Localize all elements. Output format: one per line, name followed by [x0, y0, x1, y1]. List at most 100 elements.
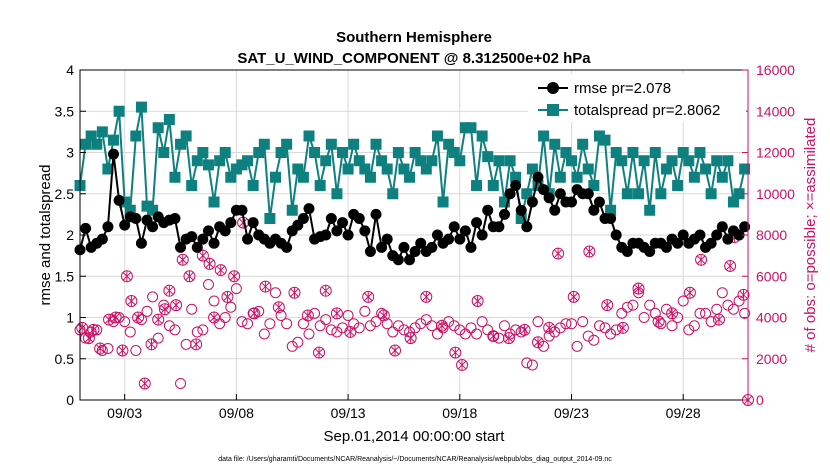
rmse-point [672, 237, 684, 249]
rmse-point [219, 225, 231, 237]
rmse-point [582, 188, 594, 200]
rmse-point [80, 222, 92, 234]
obs-assimilated-point [313, 346, 326, 359]
obs-assimilated-point [389, 344, 402, 357]
rmse-point [398, 241, 410, 253]
rmse-point [381, 233, 393, 245]
totalspread-point [152, 122, 164, 134]
right-tick-label: 14000 [756, 103, 795, 119]
obs-assimilated-point [94, 342, 107, 355]
totalspread-point [443, 138, 455, 150]
obs-possible-point [571, 340, 583, 352]
totalspread-point [605, 204, 617, 216]
totalspread-point [566, 155, 578, 167]
totalspread-point [549, 138, 561, 150]
obs-assimilated-point [683, 286, 696, 299]
obs-possible-point [526, 359, 538, 371]
rmse-point [605, 213, 617, 224]
obs-possible-point [141, 305, 153, 317]
left-axis-label: rmse and totalspread [37, 165, 54, 306]
totalspread-point [588, 180, 600, 191]
rmse-point [711, 229, 723, 241]
totalspread-point [253, 147, 265, 158]
totalspread-point [471, 180, 483, 191]
obs-possible-point [91, 324, 103, 336]
obs-assimilated-point [116, 344, 129, 357]
obs-assimilated-point [543, 321, 556, 334]
obs-possible-point [169, 324, 181, 336]
obs-assimilated-point [138, 377, 151, 390]
obs-assimilated-point [120, 270, 133, 283]
totalspread-point [197, 147, 209, 158]
rmse-point [660, 241, 672, 253]
rmse-point [202, 225, 214, 237]
obs-possible-point [264, 318, 276, 330]
obs-assimilated-point [125, 295, 138, 307]
totalspread-point [560, 147, 572, 158]
totalspread-point [141, 200, 153, 212]
rmse-point [644, 246, 656, 257]
obs-possible-point [716, 287, 728, 299]
obs-assimilated-point [552, 247, 565, 260]
totalspread-point [510, 171, 522, 183]
totalspread-point [158, 147, 170, 158]
totalspread-point [269, 171, 281, 183]
obs-possible-point [593, 320, 605, 332]
obs-assimilated-point [319, 284, 332, 297]
right-tick-label: 2000 [756, 351, 787, 367]
obs-assimilated-point [170, 299, 183, 312]
rmse-point [454, 233, 466, 245]
rmse-point [521, 221, 533, 233]
right-tick-label: 0 [756, 392, 764, 408]
totalspread-point [633, 188, 645, 200]
obs-assimilated-point [152, 313, 165, 326]
totalspread-point [683, 155, 695, 167]
totalspread-point [465, 122, 477, 134]
obs-assimilated-point [344, 325, 357, 338]
totalspread-point [532, 180, 544, 191]
totalspread-point [175, 138, 187, 150]
totalspread-point [359, 163, 371, 175]
totalspread-point [688, 171, 700, 183]
totalspread-point [381, 163, 393, 175]
totalspread-point [610, 147, 622, 158]
rmse-point [364, 246, 376, 257]
obs-assimilated-point [737, 288, 750, 301]
obs-possible-point [498, 320, 510, 332]
totalspread-point [258, 138, 270, 150]
obs-assimilated-point [471, 295, 484, 307]
obs-assimilated-point [616, 321, 629, 334]
left-tick-label: 0 [66, 392, 74, 408]
obs-possible-point [286, 340, 298, 352]
totalspread-point [314, 180, 326, 191]
obs-assimilated-point [301, 309, 314, 322]
obs-assimilated-point [632, 282, 645, 295]
rmse-point [370, 208, 382, 220]
obs-assimilated-point [145, 338, 158, 351]
obs-assimilated-point [214, 264, 227, 277]
totalspread-point [113, 105, 125, 117]
rmse-point [538, 184, 550, 196]
obs-possible-point [666, 320, 678, 332]
totalspread-point [616, 155, 628, 167]
totalspread-point [482, 151, 494, 163]
obs-assimilated-point [487, 330, 500, 343]
obs-possible-point [175, 378, 187, 389]
totalspread-point [303, 130, 315, 142]
right-tick-label: 10000 [756, 186, 795, 202]
rmse-point [733, 229, 745, 241]
obs-assimilated-point [502, 332, 515, 345]
rmse-point [543, 192, 555, 204]
obs-possible-point [331, 326, 343, 338]
obs-assimilated-point [163, 284, 176, 297]
rmse-point [515, 204, 527, 216]
rmse-point [504, 188, 516, 200]
rmse-point [297, 213, 309, 224]
obs-assimilated-point [724, 259, 737, 272]
totalspread-point [286, 204, 298, 216]
obs-assimilated-point [362, 290, 375, 303]
totalspread-point [722, 155, 734, 167]
totalspread-point [135, 101, 147, 113]
totalspread-point [264, 213, 276, 224]
totalspread-point [426, 155, 438, 167]
